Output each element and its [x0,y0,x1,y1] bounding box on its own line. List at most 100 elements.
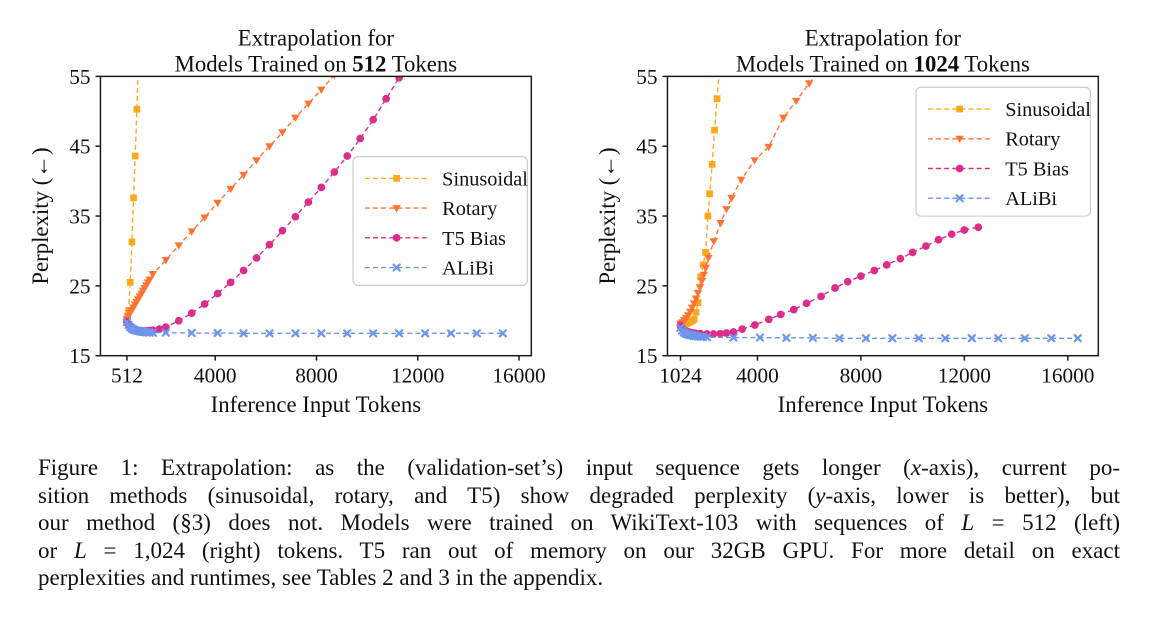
caption-math-symbol: L [73,537,87,563]
circle-marker [392,233,401,242]
caption-line: Figure 1: Extrapolation: as the (validat… [38,454,1120,482]
x-tick-label: 12000 [938,363,991,387]
y-tick-label: 25 [69,274,90,298]
circle-marker [369,115,378,124]
circle-marker [870,266,879,275]
x-tick-label: 512 [111,363,143,387]
caption-math-symbol: x [910,455,922,480]
x-tick-label: 16000 [1041,363,1094,387]
x-tick-label: 12000 [391,363,444,387]
triangle-down-marker [200,214,209,222]
x-marker [1047,334,1056,343]
circle-marker [922,242,930,250]
triangle-down-marker [317,86,326,95]
legend-label: Sinusoidal [442,168,528,190]
y-tick-label: 55 [69,65,90,89]
triangle-down-marker [265,143,274,151]
caption-line: or L = 1,024 (right) tokens. T5 ran out … [38,537,1120,565]
y-tick-label: 45 [69,135,90,159]
triangle-down-marker [239,171,248,180]
x-marker [941,334,950,343]
x-marker [392,263,401,272]
triangle-down-marker [722,206,731,214]
triangle-down-marker [174,242,184,250]
x-marker [914,334,923,343]
triangle-down-marker [779,114,788,122]
circle-marker [155,325,164,334]
caption-line: our method (§3) does not. Models were tr… [38,509,1120,537]
square-marker [126,279,134,286]
caption-line: perplexities and runtimes, see Tables 2 … [38,564,1120,592]
x-marker [213,328,222,338]
square-marker [128,238,136,246]
triangle-down-marker [148,271,158,279]
x-marker [729,333,738,342]
x-marker [472,329,482,338]
triangle-down-marker [699,271,709,280]
x-tick-label: 1024 [659,363,702,387]
triangle-down-marker [226,185,235,194]
y-tick-label: 55 [636,65,657,89]
triangle-down-marker [704,254,713,263]
circle-marker [356,134,365,143]
circle-marker [896,254,905,263]
x-marker [343,329,352,338]
square-marker [702,248,709,256]
circle-marker [709,330,718,338]
legend-box [352,156,528,286]
x-marker [702,333,712,342]
circle-marker [960,226,969,234]
plot-border [666,75,1100,357]
x-marker [265,329,274,338]
triangle-down-marker [291,114,300,122]
square-marker [131,152,139,160]
y-tick-label: 25 [636,274,657,298]
legend-label: Rotary [1005,129,1061,151]
triangle-down-marker [736,176,746,185]
circle-marker [187,309,196,317]
x-marker [967,334,976,343]
triangle-down-marker [791,97,801,106]
triangle-down-marker [701,264,710,273]
square-marker [713,95,721,103]
square-marker [692,309,700,316]
x-marker [994,334,1003,343]
legend-label: T5 Bias [442,228,506,250]
square-marker [716,63,723,70]
chart-title-line2: Models Trained on 1024 Tokens [736,51,1030,76]
circle-marker [252,254,261,262]
chart-title-line1: Extrapolation for [238,26,395,51]
y-axis-label: Perplexity (←) [595,147,620,284]
x-marker [808,333,818,343]
square-marker [130,194,137,202]
circle-marker [291,212,300,221]
legend-label: Sinusoidal [1005,99,1091,121]
circle-marker [817,292,825,301]
triangle-down-marker [764,143,773,152]
y-tick-label: 35 [636,204,657,228]
caption-text-segment: sition methods (sinusoidal, rotary, and … [38,482,816,508]
caption-text-segment: perplexities and runtimes, see Tables 2 … [38,565,604,591]
circle-marker [265,240,274,249]
triangle-down-marker [750,157,759,165]
x-axis-label: Inference Input Tokens [778,392,989,417]
square-marker [694,299,702,306]
triangle-down-marker [252,157,261,165]
triangle-down-marker [695,284,705,292]
caption-text-segment: = 1,024 (right) tokens. T5 ran out of me… [86,537,1120,563]
triangle-down-marker [693,289,703,298]
legend-label: Rotary [442,198,498,220]
chart-title-line1: Extrapolation for [805,26,962,51]
x-marker [782,333,791,343]
x-tick-label: 8000 [840,363,883,387]
caption-text-segment: = 512 (left) [974,510,1120,536]
y-tick-label: 15 [69,344,90,368]
square-marker [135,56,142,63]
circle-marker [776,310,785,319]
caption-line: sition methods (sinusoidal, rotary, and … [38,482,1120,510]
circle-marker [831,284,839,292]
series-markers-rotary [676,80,814,328]
circle-marker [343,152,352,160]
figure-caption: Figure 1: Extrapolation: as the (validat… [38,454,1120,592]
